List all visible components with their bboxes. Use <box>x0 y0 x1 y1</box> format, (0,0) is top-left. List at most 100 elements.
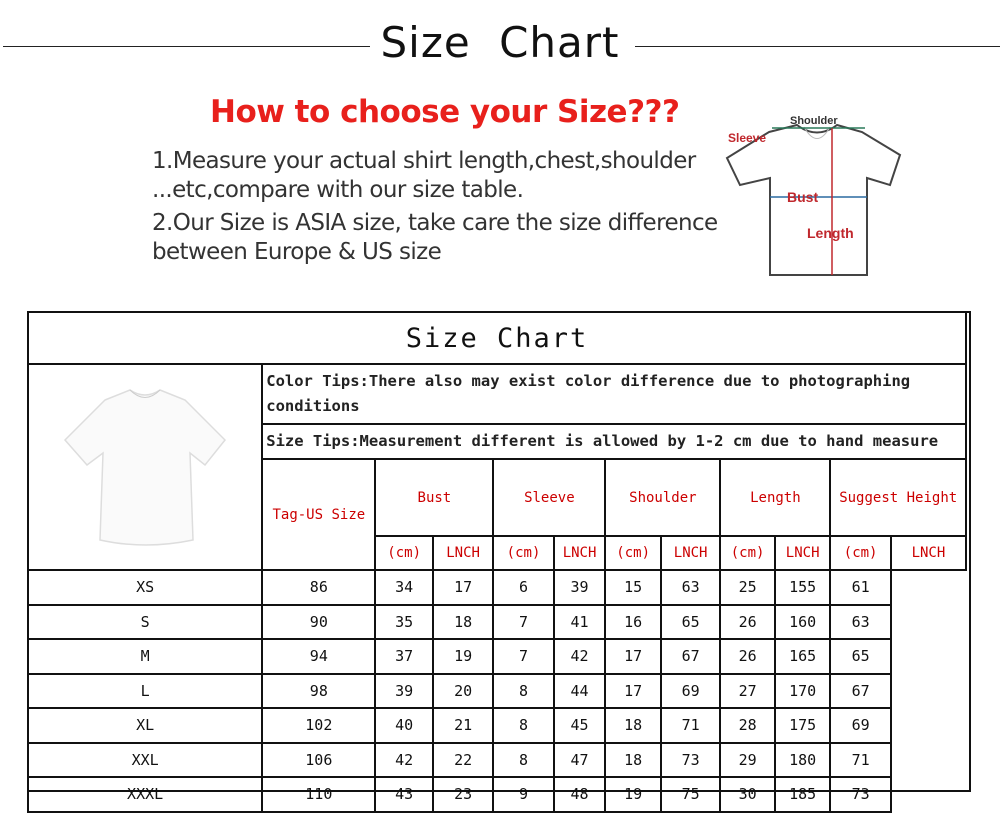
measurement-cell: 63 <box>829 603 892 640</box>
measurement-cell: 26 <box>719 638 776 675</box>
measurement-cell: 71 <box>829 741 892 778</box>
measurement-cell: 73 <box>829 776 892 813</box>
color-tips: Color Tips:There also may exist color di… <box>261 363 967 425</box>
measurement-cell: 18 <box>431 603 495 640</box>
measurement-cell: 90 <box>261 603 377 640</box>
measurement-cell: 37 <box>374 638 434 675</box>
measurement-cell: 155 <box>773 569 832 606</box>
guide-heading: How to choose your Size??? <box>210 94 680 130</box>
measurement-cell: 40 <box>374 707 434 744</box>
measurement-cell: 6 <box>492 569 555 606</box>
measurement-cell: 41 <box>552 603 607 640</box>
measurement-cell: 98 <box>261 672 377 709</box>
group-header-shoulder: Shoulder <box>604 458 722 537</box>
unit-header: (cm) <box>829 535 892 571</box>
measurement-cell: 42 <box>552 638 607 675</box>
title-rule-right <box>635 46 1000 47</box>
measurement-cell: 17 <box>604 672 662 709</box>
measurement-cell: 34 <box>374 569 434 606</box>
unit-header: LNCH <box>889 535 968 571</box>
measurement-cell: 18 <box>604 707 662 744</box>
measurement-cell: 20 <box>431 672 495 709</box>
shoulder-label: Shoulder <box>790 115 838 127</box>
table-row: M 94 37 19 7 42 17 67 26 165 65 <box>26 638 966 675</box>
size-tips: Size Tips:Measurement different is allow… <box>261 423 967 460</box>
measurement-cell: 67 <box>829 672 892 709</box>
measurement-cell: 21 <box>431 707 495 744</box>
measurement-cell: 8 <box>492 741 555 778</box>
unit-header: (cm) <box>604 535 662 571</box>
measurement-cell: 65 <box>829 638 892 675</box>
measurement-cell: 26 <box>719 603 776 640</box>
sleeve-label: Sleeve <box>728 131 766 145</box>
measurement-cell: 71 <box>659 707 722 744</box>
guide-line: 1.Measure your actual shirt length,chest… <box>152 148 696 174</box>
measurement-cell: 180 <box>773 741 832 778</box>
size-label: L <box>26 672 264 709</box>
measurement-cell: 42 <box>374 741 434 778</box>
measurement-cell: 170 <box>773 672 832 709</box>
group-header-bust: Bust <box>374 458 495 537</box>
measurement-cell: 44 <box>552 672 607 709</box>
size-label: XL <box>26 707 264 744</box>
measurement-cell: 67 <box>659 638 722 675</box>
measurement-cell: 19 <box>604 776 662 813</box>
measurement-cell: 61 <box>829 569 892 606</box>
bust-label: Bust <box>787 189 818 205</box>
measurement-cell: 65 <box>659 603 722 640</box>
measurement-cell: 47 <box>552 741 607 778</box>
measurement-cell: 106 <box>261 741 377 778</box>
measurement-cell: 39 <box>552 569 607 606</box>
size-label: M <box>26 638 264 675</box>
measurement-cell: 15 <box>604 569 662 606</box>
table-row: XXXL 110 43 23 9 48 19 75 30 185 73 <box>26 776 966 813</box>
white-tshirt-image <box>64 389 227 546</box>
measurement-cell: 35 <box>374 603 434 640</box>
measurement-cell: 165 <box>773 638 832 675</box>
measurement-cell: 94 <box>261 638 377 675</box>
measurement-cell: 7 <box>492 638 555 675</box>
size-label: XXL <box>26 741 264 778</box>
measurement-cell: 8 <box>492 707 555 744</box>
measurement-cell: 25 <box>719 569 776 606</box>
size-label: XS <box>26 569 264 606</box>
table-row: XL 102 40 21 8 45 18 71 28 175 69 <box>26 707 966 744</box>
measurement-cell: 28 <box>719 707 776 744</box>
measurement-cell: 69 <box>829 707 892 744</box>
unit-header: (cm) <box>374 535 434 571</box>
measurement-cell: 17 <box>604 638 662 675</box>
measurement-cell: 45 <box>552 707 607 744</box>
measurement-cell: 17 <box>431 569 495 606</box>
measurement-cell: 175 <box>773 707 832 744</box>
unit-header: LNCH <box>552 535 607 571</box>
measurement-cell: 8 <box>492 672 555 709</box>
measurement-cell: 43 <box>374 776 434 813</box>
unit-header: (cm) <box>719 535 776 571</box>
measurement-cell: 18 <box>604 741 662 778</box>
measurement-cell: 39 <box>374 672 434 709</box>
measurement-cell: 86 <box>261 569 377 606</box>
measurement-cell: 48 <box>552 776 607 813</box>
size-label: S <box>26 603 264 640</box>
guide-line: ...etc,compare with our size table. <box>152 177 524 203</box>
measurement-cell: 9 <box>492 776 555 813</box>
guide-line: between Europe & US size <box>152 239 442 265</box>
measurement-cell: 16 <box>604 603 662 640</box>
measurement-cell: 19 <box>431 638 495 675</box>
measurement-cell: 69 <box>659 672 722 709</box>
table-row: L 98 39 20 8 44 17 69 27 170 67 <box>26 672 966 709</box>
size-label: XXXL <box>26 776 264 813</box>
table-row: XS 86 34 17 6 39 15 63 25 155 61 <box>26 569 966 606</box>
measurement-cell: 30 <box>719 776 776 813</box>
guide-line: 2.Our Size is ASIA size, take care the s… <box>152 210 718 236</box>
measurement-cell: 29 <box>719 741 776 778</box>
measurement-cell: 160 <box>773 603 832 640</box>
size-chart-table: Size Chart Color Tips:There also may exi… <box>26 311 971 813</box>
group-header-sleeve: Sleeve <box>492 458 607 537</box>
measurement-cell: 7 <box>492 603 555 640</box>
group-header-height: Suggest Height <box>829 458 967 537</box>
length-label: Length <box>807 225 854 241</box>
group-header-length: Length <box>719 458 832 537</box>
measurement-cell: 110 <box>261 776 377 813</box>
unit-header: LNCH <box>431 535 495 571</box>
